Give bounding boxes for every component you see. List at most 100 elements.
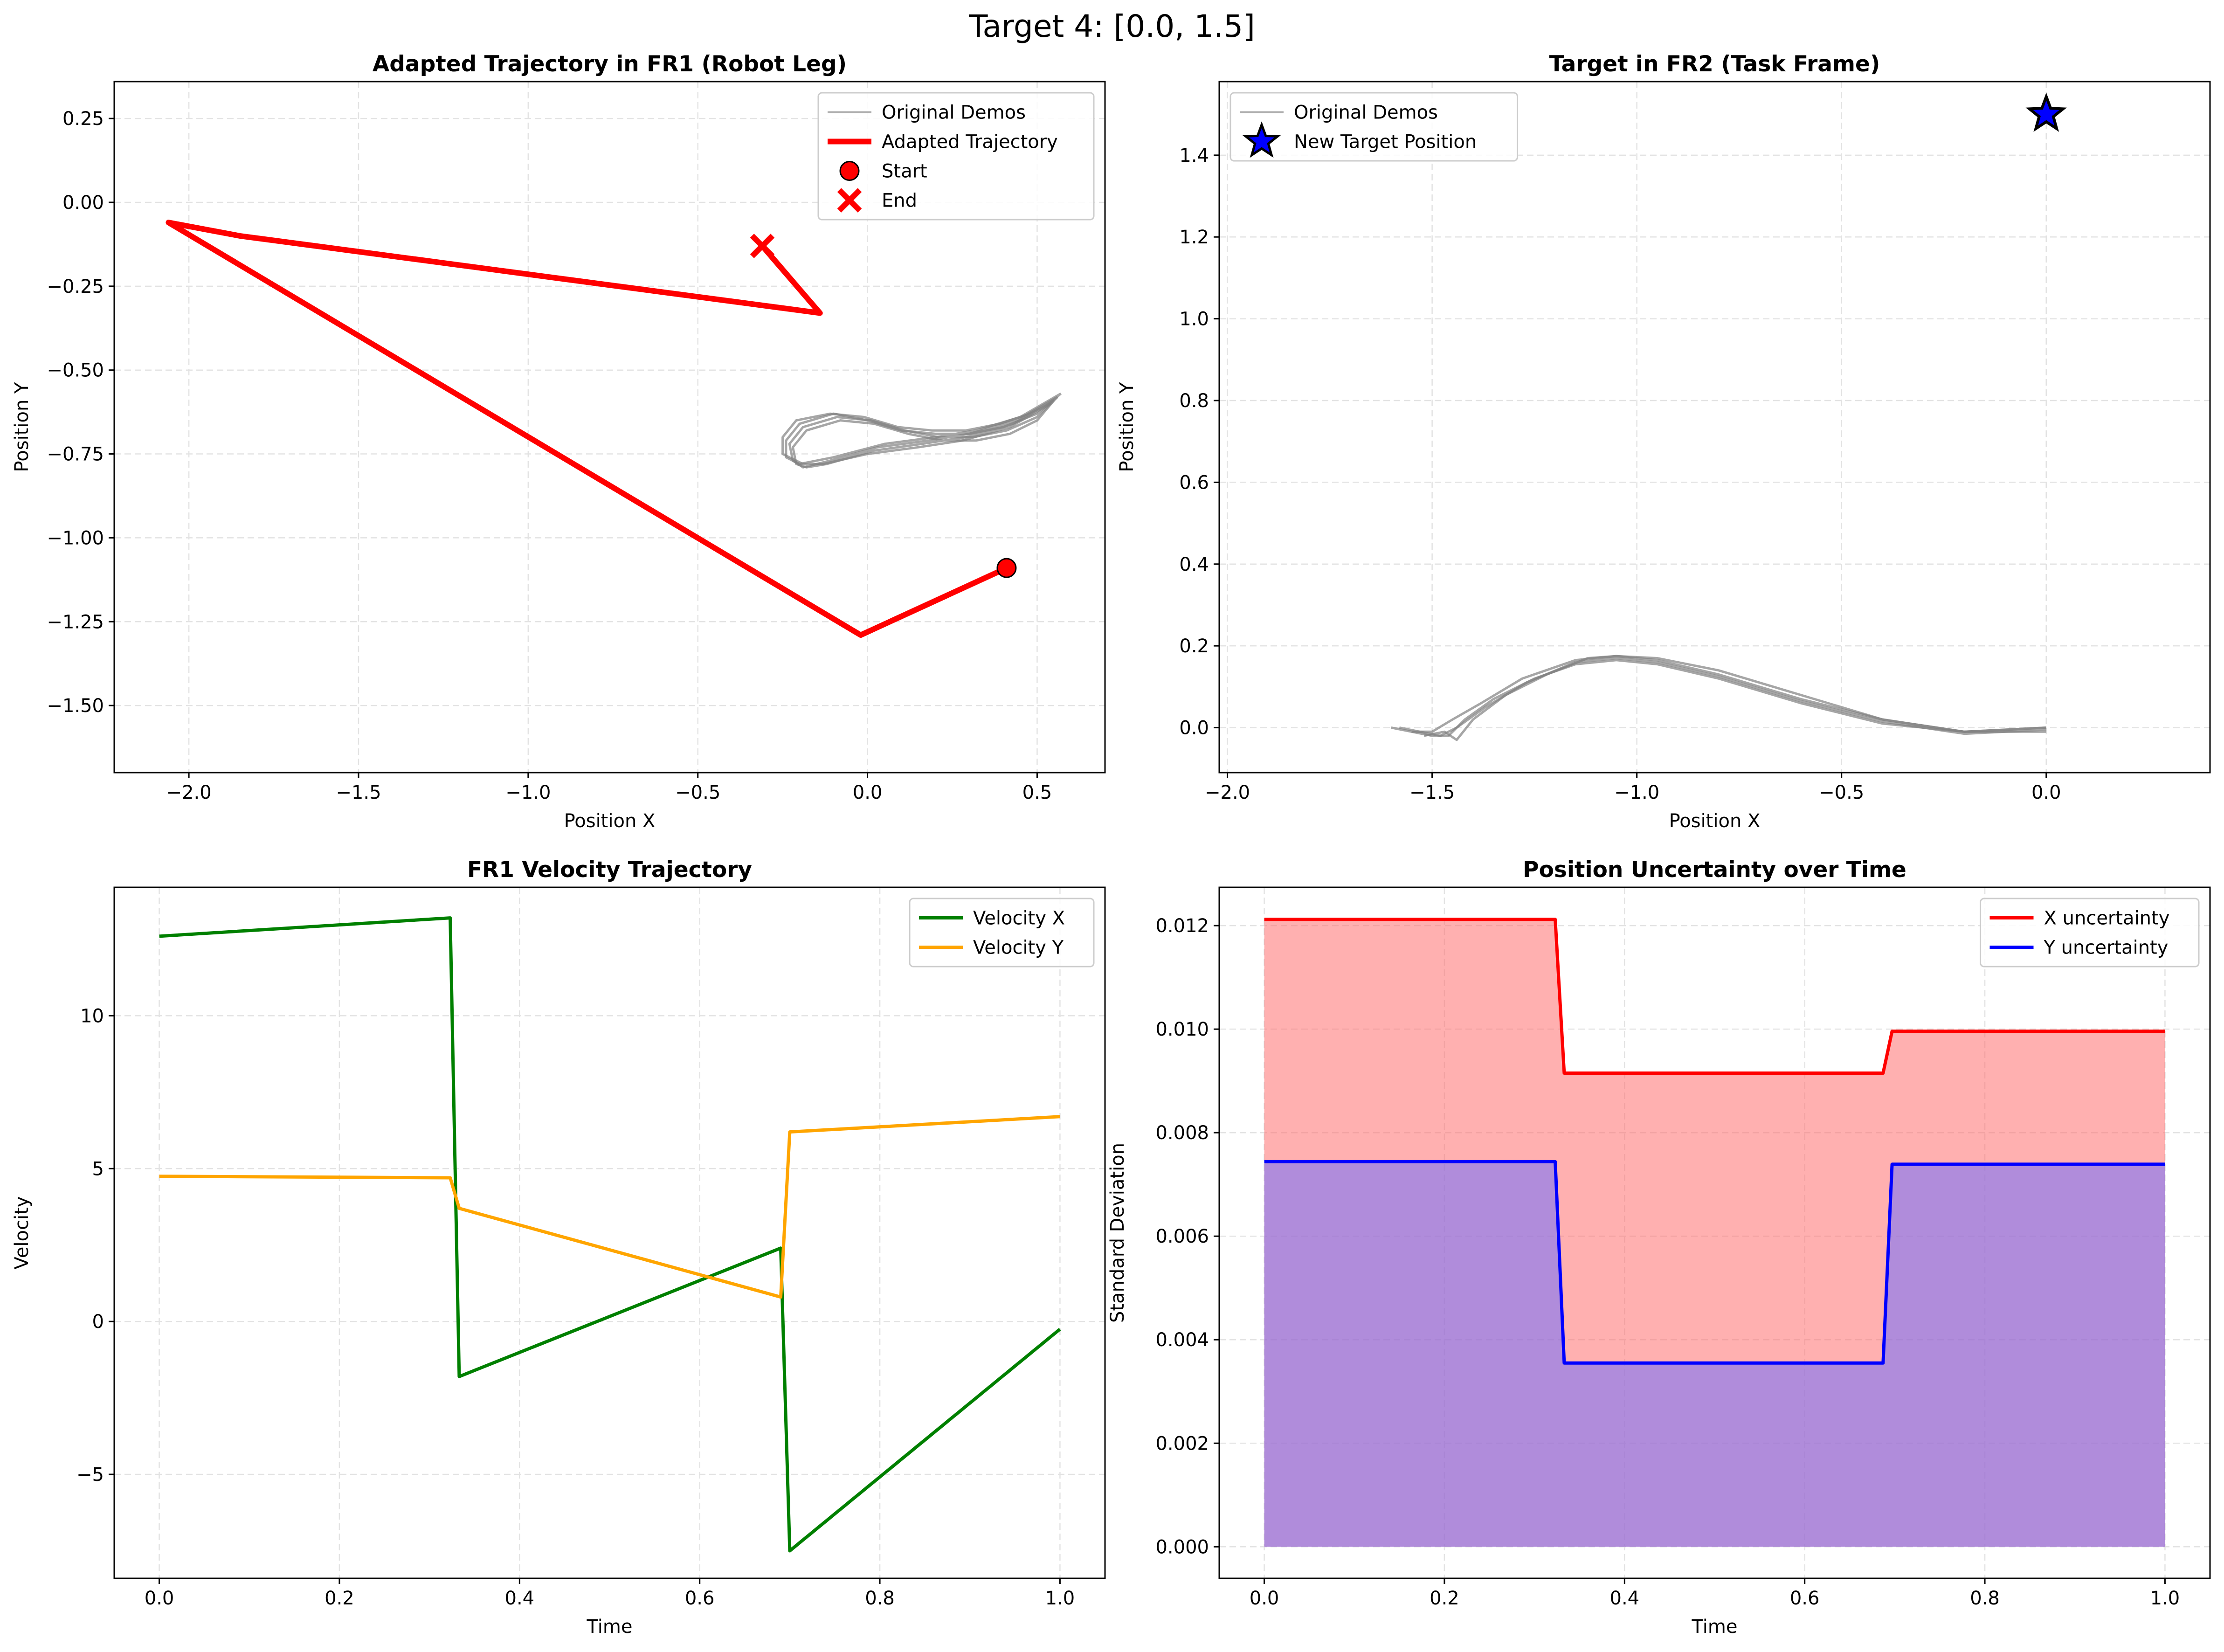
y-tick-label: −1.50 — [47, 695, 104, 717]
legend-box — [817, 92, 1095, 221]
legend-label: Velocity Y — [973, 937, 1064, 959]
chart-title: Position Uncertainty over Time — [1523, 857, 1906, 883]
legend-swatch-star — [1242, 121, 1281, 158]
y-tick-label: 0.6 — [1179, 472, 1209, 493]
chart-title: FR1 Velocity Trajectory — [467, 857, 752, 883]
legend-label: Original Demos — [1294, 102, 1438, 124]
x-tick-label: 1.0 — [1045, 1588, 1075, 1609]
legend-label: Adapted Trajectory — [882, 131, 1058, 153]
chart-p1: −2.0 −1.5 −1.0 −0.5 0.0 0.5 0.25 0.00 −0.25 −0.50… — [11, 51, 1106, 832]
y-tick-label: 0.00 — [62, 192, 104, 214]
x-tick-label: −0.5 — [1819, 782, 1864, 803]
legend-label: End — [882, 190, 917, 212]
legend-box — [1229, 92, 1518, 162]
y-tick-label: 0.2 — [1179, 636, 1209, 657]
legend: Original Demos Adapted Trajectory Start End — [817, 92, 1095, 221]
chart-p2: −2.0 −1.5 −1.0 −0.5 0.0 0.0 0.2 0.4 0.6 0.8 1.0 1.2… — [1116, 51, 2211, 832]
demo-curve — [1423, 655, 2046, 741]
x-tick-label: 0.5 — [1022, 782, 1052, 803]
legend-label: Velocity X — [973, 908, 1065, 929]
y-tick-label: 0.004 — [1155, 1329, 1209, 1351]
y-tick-label: 10 — [80, 1005, 104, 1027]
x-tick-label: −1.0 — [505, 782, 551, 803]
x-tick-label: 0.2 — [1430, 1588, 1459, 1609]
demo-curve — [792, 399, 1055, 469]
legend: X uncertainty Y uncertainty — [1980, 898, 2200, 968]
x-tick-label: 0.4 — [505, 1588, 535, 1609]
y-tick-label: −0.25 — [47, 276, 104, 297]
y-tick-label: 0.008 — [1155, 1122, 1209, 1144]
chart-p3: 0.0 0.2 0.4 0.6 0.8 1.0 10 5 0 −5 FR1 Velocity Tra… — [11, 857, 1106, 1638]
y-tick-label: 0.006 — [1155, 1226, 1209, 1247]
legend-label: New Target Position — [1294, 131, 1477, 153]
x-tick-label: −1.5 — [336, 782, 381, 803]
uncertainty-area — [1264, 1161, 2165, 1547]
y-tick-label: 0.25 — [62, 108, 104, 130]
series-line — [1264, 1160, 2165, 1365]
demo-curve — [1399, 657, 2046, 737]
x-tick-label: −1.0 — [1614, 782, 1659, 803]
axes-frame — [1218, 886, 2211, 1579]
y-tick-label: −5 — [76, 1464, 104, 1486]
demo-curve — [1411, 659, 2046, 737]
x-tick-label: −2.0 — [166, 782, 212, 803]
legend-swatch-cross — [837, 188, 862, 213]
plot-area — [159, 916, 1061, 1553]
y-axis-label: Position Y — [11, 382, 33, 472]
demo-curve — [781, 402, 1051, 465]
chart-title: Adapted Trajectory in FR1 (Robot Leg) — [373, 51, 847, 77]
legend-swatch-circle — [839, 161, 860, 181]
legend-box — [909, 898, 1095, 968]
y-axis-label: Velocity — [11, 1196, 33, 1270]
x-tick-label: 0.6 — [1790, 1588, 1820, 1609]
start-marker — [996, 558, 1017, 578]
x-axis-label: Position X — [1669, 810, 1761, 832]
y-tick-label: 0.0 — [1179, 718, 1209, 739]
legend-label: Original Demos — [882, 102, 1026, 124]
adapted-trajectory-line — [166, 220, 1008, 638]
y-tick-label: −1.00 — [47, 527, 104, 549]
y-tick-label: 0 — [92, 1311, 104, 1333]
series-line — [159, 1115, 1060, 1299]
legend: Velocity X Velocity Y — [909, 898, 1095, 968]
end-marker — [750, 234, 775, 258]
axes-frame — [113, 886, 1106, 1579]
y-tick-label: −0.75 — [47, 444, 104, 465]
y-tick-label: 0.8 — [1179, 390, 1209, 412]
y-axis-label: Standard Deviation — [1107, 1143, 1128, 1323]
series-line — [159, 916, 1061, 1553]
figure-suptitle: Target 4: [0.0, 1.5] — [969, 8, 1255, 44]
demo-curve — [1391, 655, 2046, 733]
x-tick-label: −2.0 — [1205, 782, 1250, 803]
plot-area — [166, 220, 1062, 638]
axes-frame — [113, 81, 1106, 774]
y-tick-label: 5 — [92, 1158, 104, 1180]
axes-frame — [1218, 81, 2211, 774]
y-tick-label: −0.50 — [47, 360, 104, 381]
x-axis-label: Position X — [564, 810, 656, 832]
y-tick-label: 0.4 — [1179, 554, 1209, 575]
x-axis-label: Time — [587, 1616, 633, 1638]
chart-p4: 0.0 0.2 0.4 0.6 0.8 1.0 0.000 0.002 0.004 0.006 0.… — [1107, 857, 2211, 1638]
legend-label: X uncertainty — [2044, 908, 2170, 929]
x-tick-label: 0.0 — [2031, 782, 2061, 803]
x-tick-label: −0.5 — [675, 782, 720, 803]
y-tick-label: 0.012 — [1155, 915, 1209, 937]
x-axis-label: Time — [1692, 1616, 1738, 1638]
legend-box — [1980, 898, 2200, 968]
y-tick-label: 1.4 — [1179, 145, 1209, 166]
x-tick-label: 0.8 — [1970, 1588, 2000, 1609]
y-tick-label: 0.000 — [1155, 1536, 1209, 1558]
y-tick-label: 0.010 — [1155, 1019, 1209, 1040]
y-tick-label: 0.002 — [1155, 1433, 1209, 1454]
x-tick-label: −1.5 — [1409, 782, 1455, 803]
legend-label: Y uncertainty — [2044, 937, 2169, 959]
x-tick-label: 0.0 — [1250, 1588, 1279, 1609]
series-line — [1264, 918, 2165, 1075]
target-star-marker — [2025, 92, 2067, 132]
plot-area — [1391, 92, 2067, 741]
legend-label: Start — [882, 161, 927, 182]
y-tick-label: 1.0 — [1179, 309, 1209, 330]
x-tick-label: 0.6 — [685, 1588, 715, 1609]
